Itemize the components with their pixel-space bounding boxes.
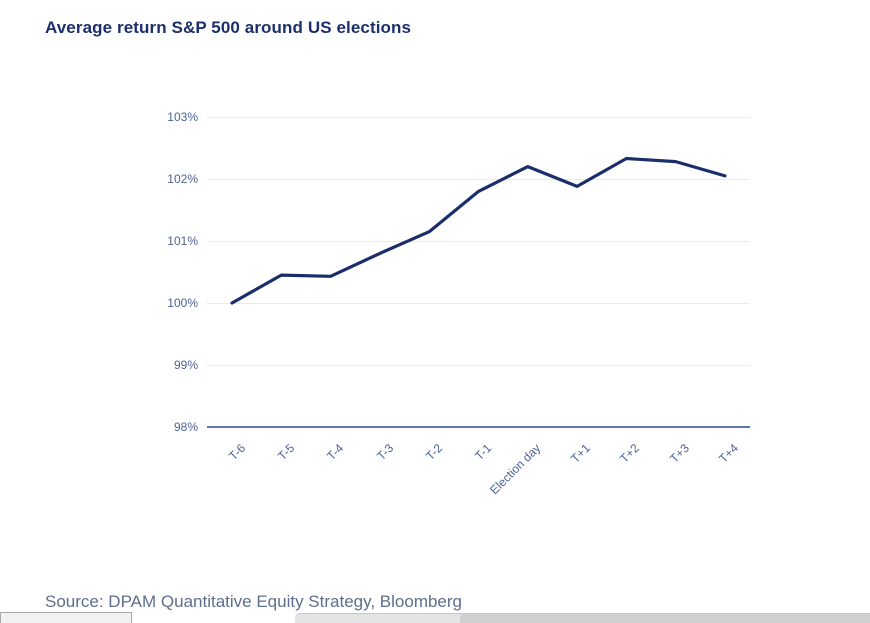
gridline bbox=[207, 241, 750, 242]
y-tick-label: 99% bbox=[173, 358, 198, 372]
y-tick-label: 98% bbox=[173, 420, 198, 434]
gridline bbox=[207, 303, 750, 304]
y-tick-label: 101% bbox=[167, 234, 198, 248]
y-tick-label: 103% bbox=[167, 110, 198, 124]
page-title: Average return S&P 500 around US electio… bbox=[45, 18, 412, 37]
y-tick-label: 100% bbox=[167, 296, 198, 310]
gridline bbox=[207, 179, 750, 180]
y-tick-label: 102% bbox=[167, 172, 198, 186]
x-axis-line bbox=[207, 426, 750, 428]
partial-button-fragment[interactable] bbox=[0, 612, 132, 623]
sp500-election-line-chart: 98% 99% 100% 101% 102% 103% T-6 T-5 T-4 T-3 T-2 T-… bbox=[167, 110, 750, 497]
line-series bbox=[230, 156, 727, 305]
source-caption: Source: DPAM Quantitative Equity Strateg… bbox=[45, 592, 463, 611]
gridline bbox=[207, 365, 750, 366]
horizontal-scrollbar-thumb[interactable] bbox=[460, 614, 870, 623]
average-return-line bbox=[230, 156, 727, 305]
gridline bbox=[207, 117, 750, 118]
